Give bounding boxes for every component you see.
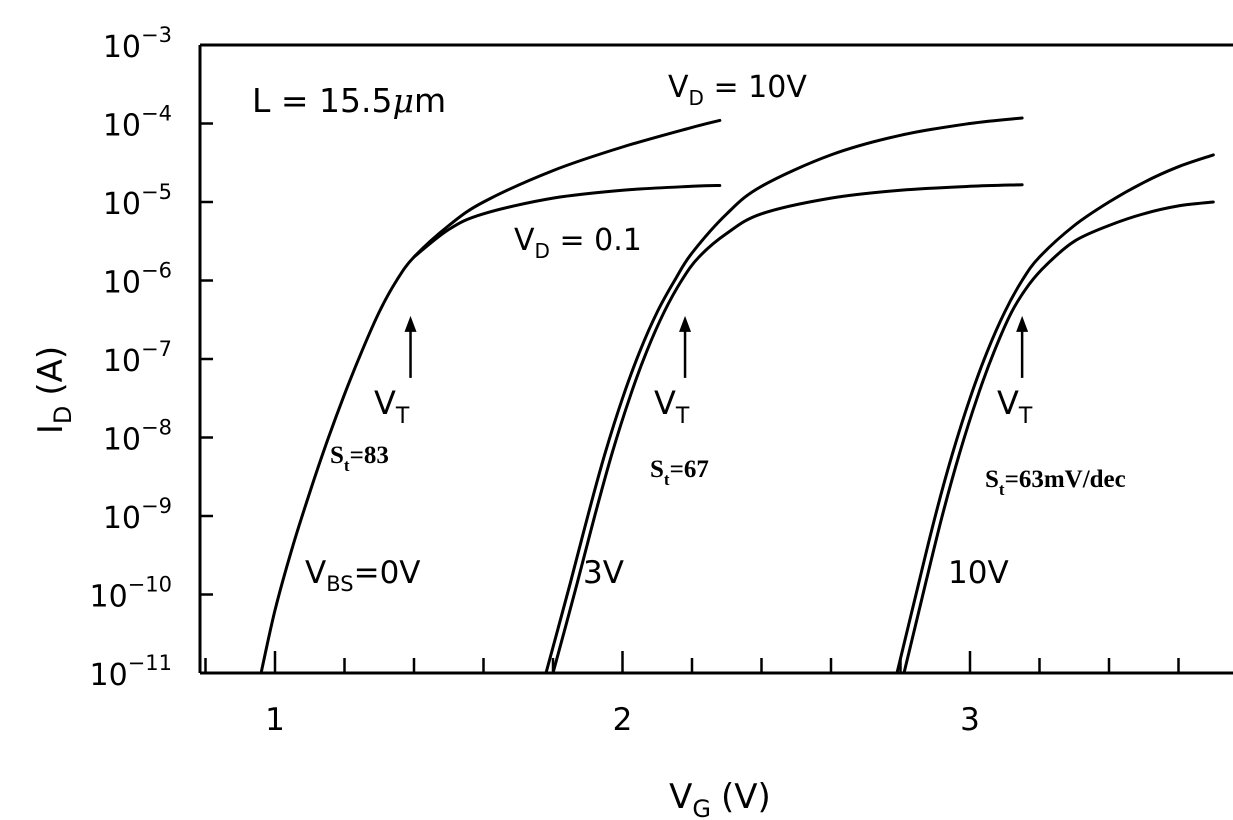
y-tick-label: 10−11 xyxy=(89,651,172,693)
series-vbs-3-vd-10-line xyxy=(544,116,1024,675)
y-tick-label: 10−6 xyxy=(103,259,172,301)
series-vbs-0-vd-10-line xyxy=(259,118,722,675)
y-tick-label: 10−3 xyxy=(103,23,172,65)
vt-label-1: VT xyxy=(374,384,410,429)
y-tick-label: 10−4 xyxy=(103,102,172,144)
threshold-arrows xyxy=(404,315,1029,378)
y-tick-label: 10−10 xyxy=(89,573,172,615)
y-tick-label: 10−7 xyxy=(103,337,172,379)
y-tick-label: 10−8 xyxy=(103,416,172,458)
st-label-2: St=67 xyxy=(650,456,709,489)
vt-arrow-head xyxy=(679,315,692,332)
x-tick-label: 2 xyxy=(613,702,633,738)
vd-low-label: VD = 0.1 xyxy=(514,223,642,263)
x-tick-label: 1 xyxy=(265,702,285,738)
series-vbs-10-vd-0.1-line xyxy=(902,200,1215,675)
x-axis-title: VG (V) xyxy=(669,777,771,820)
vbs-3-label: 3V xyxy=(583,555,624,591)
vt-arrow-head xyxy=(404,315,417,332)
vt-arrow-head xyxy=(1016,315,1029,332)
x-tick-label: 3 xyxy=(960,702,980,738)
st-label-1: St=83 xyxy=(330,442,389,475)
vt-label-2: VT xyxy=(654,384,690,429)
x-axis-ticks: 1 2 3 xyxy=(204,651,1180,738)
series-vbs-3-vd-0.1-line xyxy=(551,183,1024,675)
y-axis-ticks: 10−3 10−4 10−5 10−6 10−7 10−8 10−9 10−10 10−11 xyxy=(89,23,213,693)
vbs-10-label: 10V xyxy=(948,555,1009,591)
st-label-3: St=63mV/dec xyxy=(985,466,1126,499)
y-axis-title: ID(A) xyxy=(31,346,77,434)
y-tick-label: 10−9 xyxy=(103,494,172,536)
vd-high-label: VD = 10V xyxy=(668,70,807,110)
curves xyxy=(259,116,1215,675)
y-tick-label: 10−5 xyxy=(103,180,172,222)
series-vbs-10-vd-10-line xyxy=(895,153,1215,675)
vbs-0-label: VBS=0V xyxy=(305,555,421,596)
series-vbs-0-vd-0.1-line xyxy=(412,184,722,259)
channel-length-label: L = 15.5μm xyxy=(252,81,446,120)
vt-label-3: VT xyxy=(997,384,1033,429)
